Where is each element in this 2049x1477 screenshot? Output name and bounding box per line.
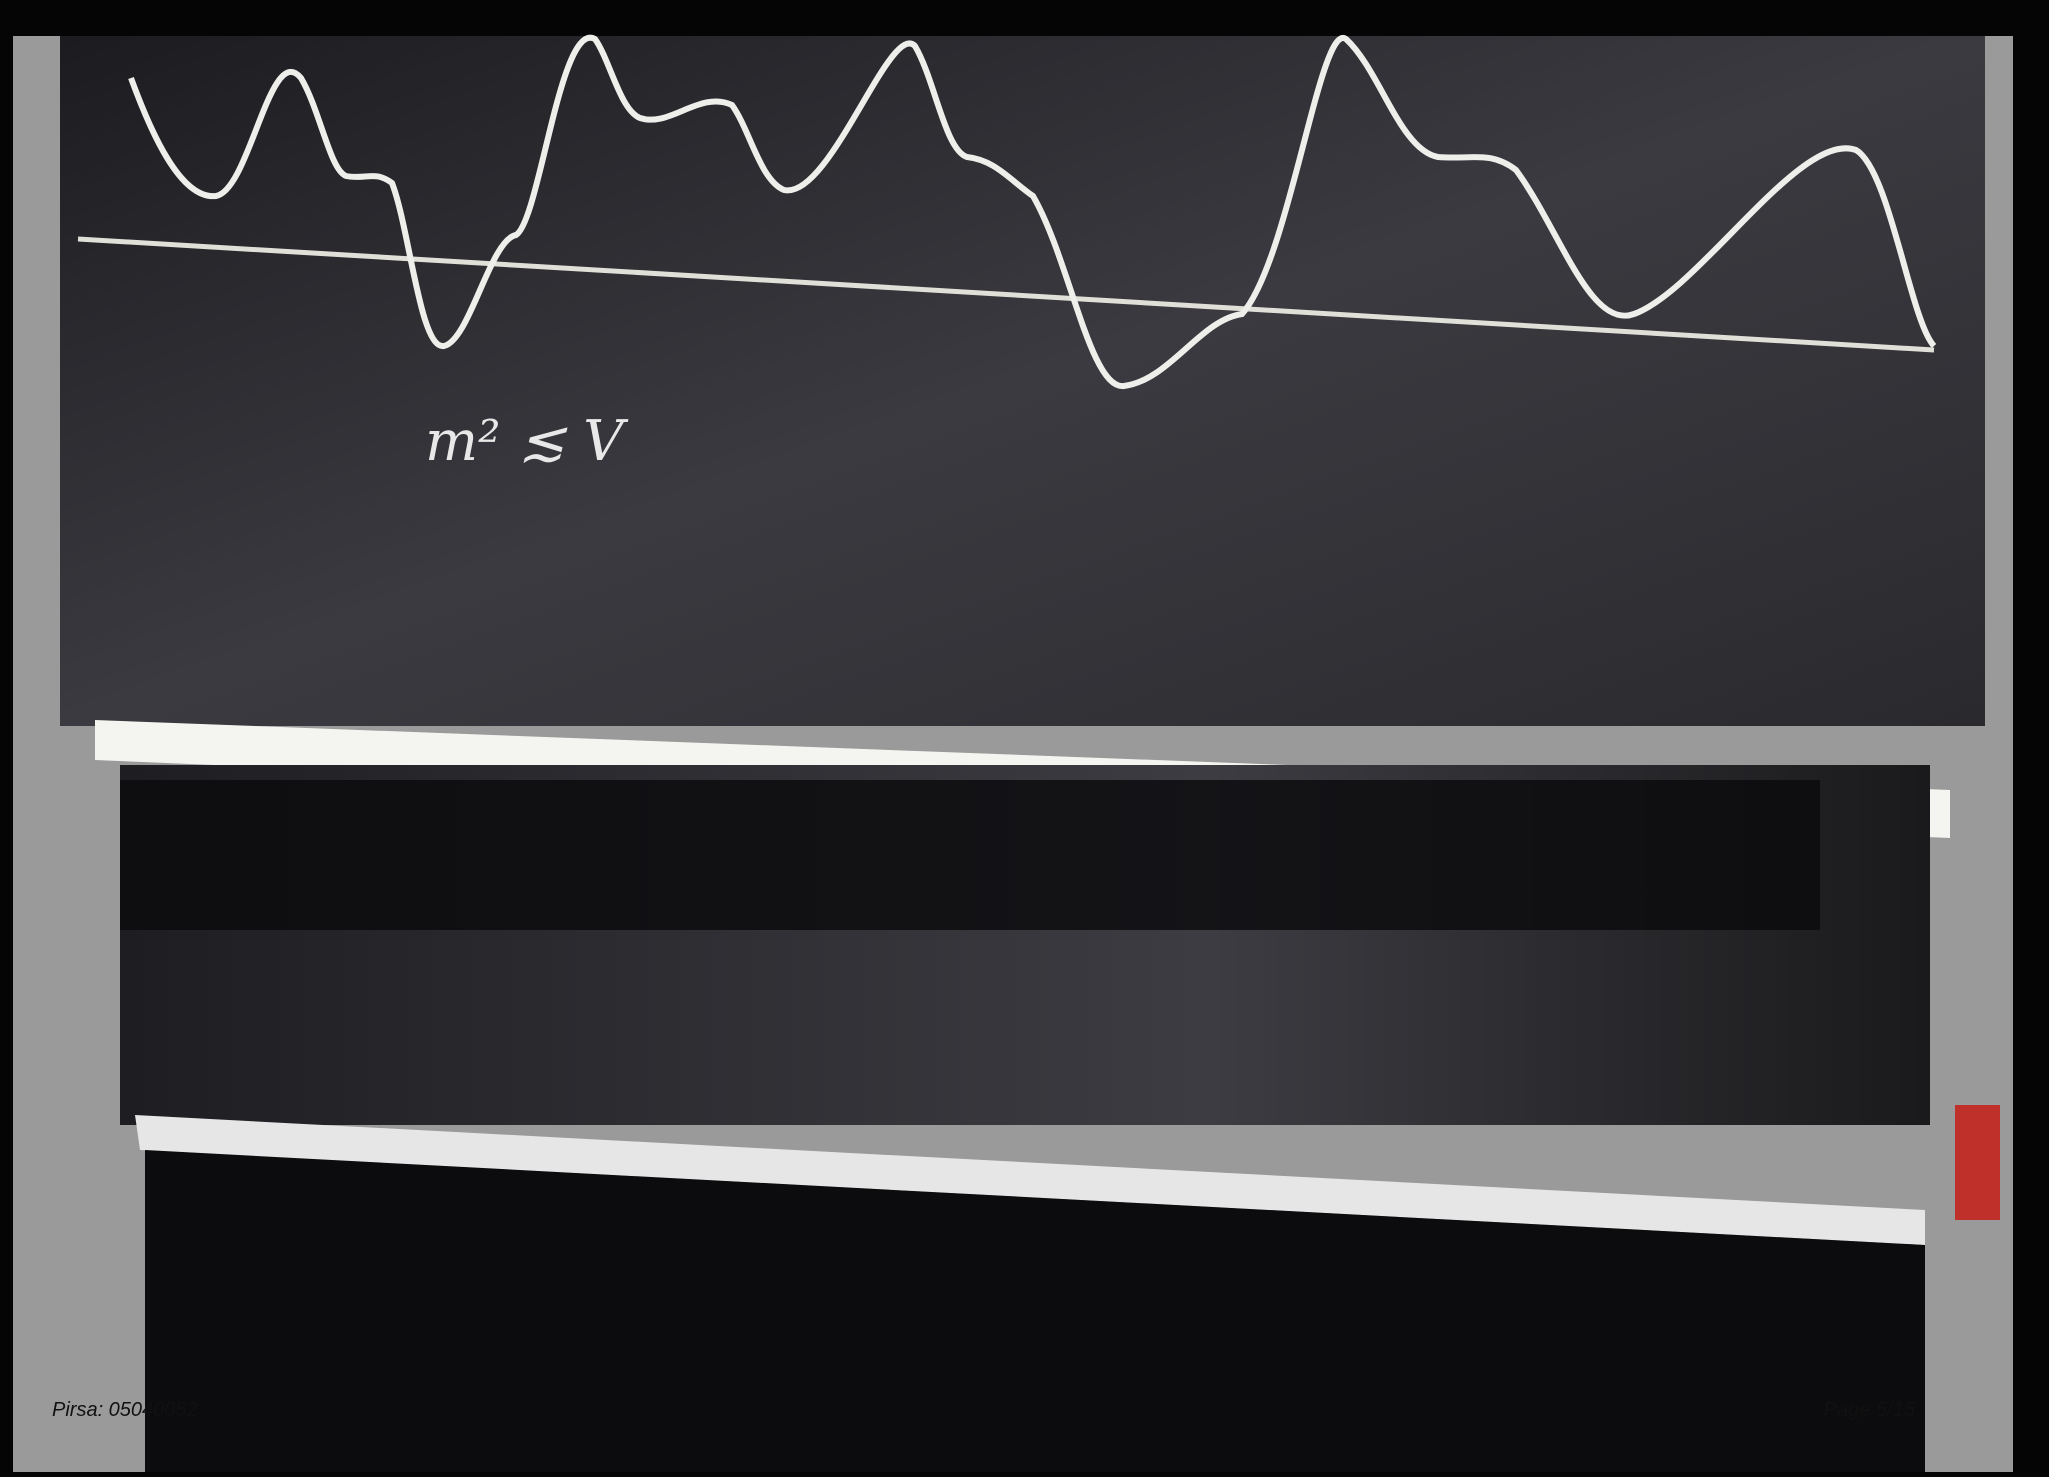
shadow — [120, 780, 1820, 930]
lower-shelf — [135, 1115, 1925, 1245]
chalk-axis — [77, 236, 1935, 353]
chalk-wave — [128, 34, 1937, 389]
footer-left: Pirsa: 05040052 — [52, 1399, 198, 1421]
bottom-board — [145, 1150, 1925, 1472]
footer-right: Page 5/15 — [1824, 1399, 1916, 1421]
upper-board — [60, 36, 1985, 726]
chalk-text: m² ≲ V — [425, 409, 629, 474]
red-sign — [1955, 1105, 2000, 1220]
